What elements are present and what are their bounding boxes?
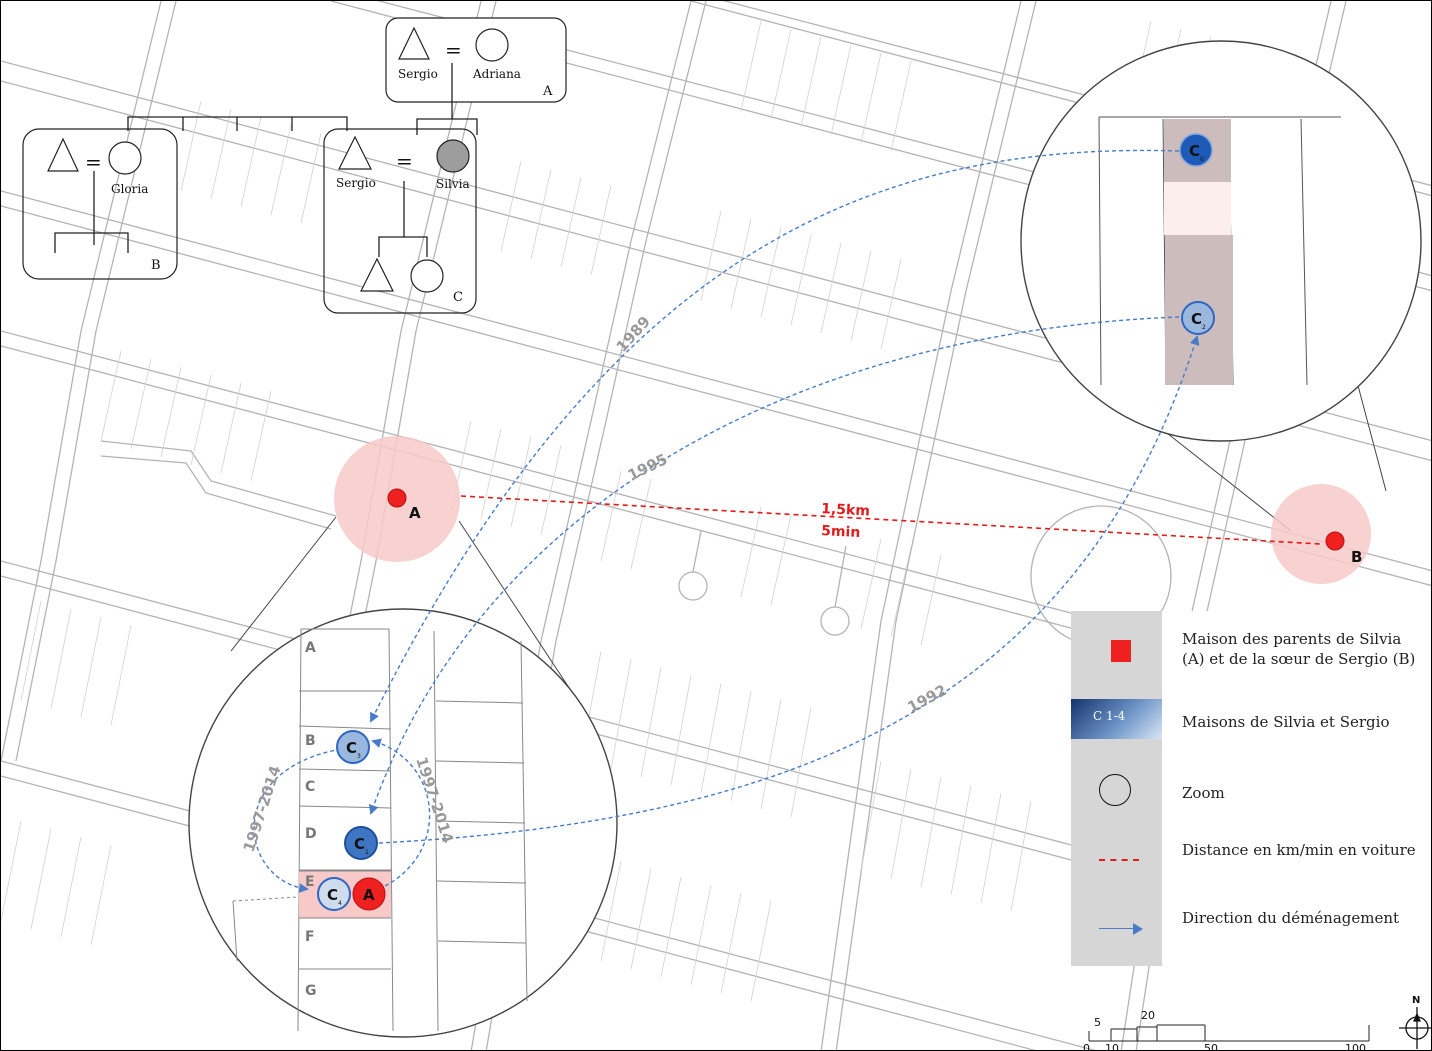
move-arrow-period-left bbox=[253, 748, 342, 893]
legend-swatch-c-label: C 1-4 bbox=[1093, 709, 1126, 723]
distance-km-label: 1,5km bbox=[821, 501, 870, 520]
point-a-label: A bbox=[409, 504, 421, 522]
house-c2-letter: C bbox=[1191, 310, 1202, 328]
house-c1: C 1 bbox=[344, 826, 378, 860]
kinship-connectors bbox=[127, 63, 478, 135]
legend-panel: Maison des parents de Silvia (A) et de l… bbox=[1071, 611, 1431, 966]
kinship-c-male-name: Sergio bbox=[336, 176, 376, 190]
lot-label-b: B bbox=[305, 733, 316, 749]
kinship-a-male-name: Sergio bbox=[398, 67, 438, 81]
zoom-area-b bbox=[1271, 484, 1371, 584]
kinship-a-marriage: = bbox=[445, 38, 462, 62]
legend-red-dash-icon bbox=[1099, 859, 1139, 861]
house-c4: C 4 bbox=[317, 877, 351, 911]
legend-zoom-circle-icon bbox=[1099, 774, 1131, 806]
legend-arrow-icon bbox=[1099, 923, 1143, 935]
zoom-circle-lots bbox=[188, 608, 618, 1038]
year-1992-label: 1992 bbox=[904, 681, 949, 716]
lot-label-a: A bbox=[305, 640, 316, 656]
kinship-a-female-name: Adriana bbox=[472, 67, 521, 81]
scale-label-100: 100 bbox=[1345, 1042, 1366, 1051]
house-c4-sub: 4 bbox=[338, 900, 342, 907]
compass-north-label: N bbox=[1412, 995, 1420, 1006]
legend-item-direction: Direction du déménagement bbox=[1182, 909, 1400, 927]
legend-item-parents: Maison des parents de Silvia (A) et de l… bbox=[1182, 630, 1416, 668]
lot-label-d: D bbox=[305, 826, 317, 842]
point-b-label: B bbox=[1351, 548, 1362, 566]
move-arrows bbox=[253, 149, 1200, 893]
zoom-lot-labels: A B C D E F G bbox=[305, 640, 317, 999]
house-c0-letter: C bbox=[1189, 142, 1200, 160]
house-c3-sub: 3 bbox=[357, 753, 361, 760]
move-arrow-1989 bbox=[370, 149, 1180, 723]
house-c4-letter: C bbox=[327, 886, 338, 904]
lot-label-c: C bbox=[305, 779, 315, 795]
scale-label-5: 5 bbox=[1094, 1016, 1101, 1029]
scale-label-50: 50 bbox=[1204, 1042, 1218, 1051]
lot-label-g: G bbox=[305, 983, 317, 999]
compass-icon bbox=[1399, 1007, 1431, 1049]
kinship-b-marriage: = bbox=[85, 150, 102, 174]
house-c1-sub: 1 bbox=[365, 849, 369, 856]
lot-label-e: E bbox=[305, 874, 315, 890]
zoom-circle-c0-c2 bbox=[1020, 40, 1422, 442]
legend-text-area bbox=[1162, 611, 1431, 966]
house-c0-sub: 0 bbox=[1200, 156, 1204, 163]
kinship-c-letter: C bbox=[453, 290, 463, 305]
kinship-a-letter: A bbox=[542, 84, 553, 99]
scale-bar bbox=[1088, 1024, 1370, 1042]
distance-min-label: 5min bbox=[821, 523, 861, 541]
lot-label-f: F bbox=[305, 929, 315, 945]
house-a-zoom: A bbox=[352, 877, 386, 911]
year-1989-label: 1989 bbox=[613, 313, 654, 356]
kinship-c-female-name: Silvia bbox=[436, 177, 470, 191]
legend-item-houses: Maisons de Silvia et Sergio bbox=[1182, 713, 1390, 731]
kinship-c-marriage: = bbox=[396, 149, 413, 173]
house-c0: C 0 bbox=[1179, 133, 1213, 167]
kinship-box-a bbox=[385, 17, 567, 103]
kinship-box-c bbox=[323, 128, 477, 314]
house-a-zoom-letter: A bbox=[363, 886, 375, 904]
scale-label-0: 0 bbox=[1083, 1042, 1090, 1051]
move-arrow-period-right bbox=[371, 738, 431, 887]
distance-line bbox=[460, 495, 1322, 545]
legend-red-square-icon bbox=[1111, 640, 1131, 662]
move-arrow-1995 bbox=[368, 316, 1180, 815]
kinship-b-letter: B bbox=[151, 258, 161, 273]
house-c2-sub: 2 bbox=[1202, 324, 1206, 331]
kinship-b-female-name: Gloria bbox=[111, 182, 148, 196]
move-arrow-1992 bbox=[378, 335, 1200, 844]
house-c3: C 3 bbox=[336, 730, 370, 764]
legend-item-distance: Distance en km/min en voiture bbox=[1182, 841, 1416, 859]
house-c2: C 2 bbox=[1181, 301, 1215, 335]
zoom-area-a bbox=[334, 436, 460, 562]
scale-label-10: 10 bbox=[1105, 1042, 1119, 1051]
legend-blue-gradient-swatch: C 1-4 bbox=[1071, 699, 1162, 739]
legend-item-zoom: Zoom bbox=[1182, 784, 1225, 802]
house-c1-letter: C bbox=[354, 835, 365, 853]
year-1995-label: 1995 bbox=[625, 450, 670, 484]
scale-label-20: 20 bbox=[1141, 1009, 1155, 1022]
kinship-box-b bbox=[22, 128, 178, 280]
house-c3-letter: C bbox=[346, 739, 357, 757]
